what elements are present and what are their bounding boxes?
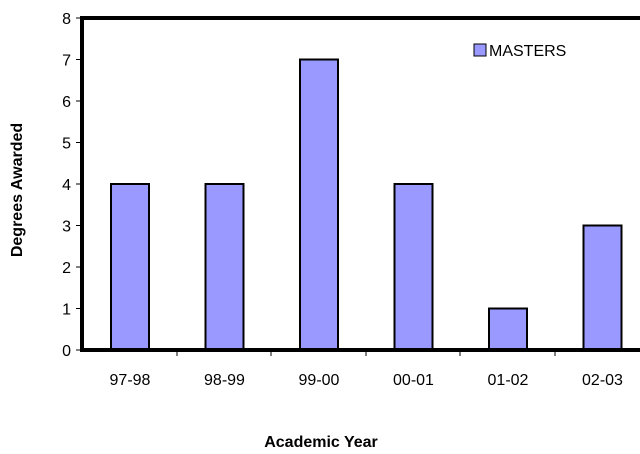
y-tick-label: 1: [62, 302, 71, 319]
y-tick-label: 3: [62, 219, 71, 236]
x-axis-ticks: 97-98 98-99 99-00 00-01 01-02 02-03: [110, 350, 623, 389]
y-axis-ticks: 0 1 2 3 4 5 6 7 8: [62, 11, 82, 360]
y-tick-label: 8: [62, 11, 71, 28]
bar-01-02: [488, 307, 528, 351]
legend: MASTERS: [473, 43, 566, 60]
y-tick-label: 0: [62, 343, 71, 360]
y-tick-label: 6: [62, 94, 71, 111]
x-axis-title: Academic Year: [264, 434, 378, 451]
bar-00-01: [393, 183, 434, 351]
x-tick-label: 97-98: [110, 372, 151, 389]
legend-label-masters: MASTERS: [489, 43, 566, 60]
x-tick-label: 01-02: [488, 372, 529, 389]
x-tick-label: 00-01: [393, 372, 434, 389]
bar-97-98: [110, 183, 150, 351]
x-tick-label: 99-00: [299, 372, 340, 389]
y-tick-label: 5: [62, 136, 71, 153]
y-tick-label: 4: [62, 177, 71, 194]
legend-swatch-masters: [473, 43, 487, 57]
bar-99-00: [299, 58, 339, 351]
bar-98-99: [204, 183, 245, 351]
bar-02-03: [582, 224, 623, 351]
plot-frame: [80, 16, 640, 352]
bars: [110, 58, 623, 351]
x-tick-label: 98-99: [204, 372, 245, 389]
y-tick-label: 2: [62, 260, 71, 277]
y-axis-title: Degrees Awarded: [9, 123, 26, 257]
x-tick-label: 02-03: [582, 372, 623, 389]
y-tick-label: 7: [62, 53, 71, 70]
